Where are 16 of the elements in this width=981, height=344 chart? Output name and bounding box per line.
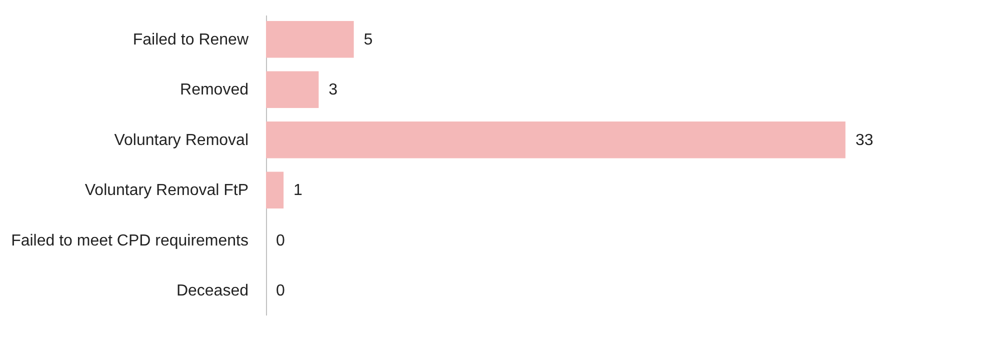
y-tick-label: Failed to Renew [132, 31, 249, 48]
data-label: 1 [294, 182, 303, 200]
data-label: 0 [276, 232, 285, 250]
bar [266, 71, 319, 108]
y-tick-label: Voluntary Removal FtP [84, 182, 248, 200]
y-tick-label: Voluntary Removal [114, 132, 248, 149]
bar [266, 172, 284, 208]
y-tick-label: Deceased [176, 282, 248, 300]
data-label: 0 [276, 282, 285, 300]
data-label: 3 [328, 82, 338, 99]
y-tick-label: Removed [180, 82, 248, 99]
y-tick-label: Failed to meet CPD requirements [11, 232, 248, 250]
bar [266, 122, 846, 158]
bar [266, 21, 354, 58]
data-label: 5 [364, 31, 373, 48]
data-label: 33 [855, 132, 874, 149]
